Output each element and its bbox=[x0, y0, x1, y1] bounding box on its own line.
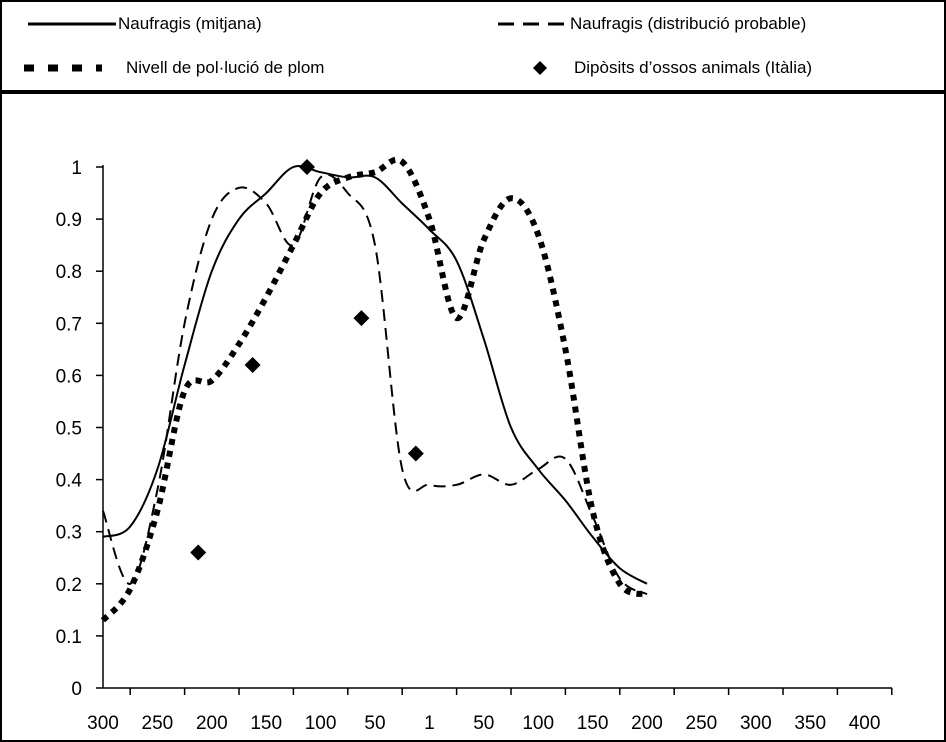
legend: Naufragis (mitjana) Naufragis (distribuc… bbox=[2, 2, 944, 94]
legend-swatch-dashed bbox=[498, 22, 568, 26]
data-point-diamond bbox=[190, 544, 207, 561]
series-layer bbox=[100, 156, 649, 623]
data-point-diamond bbox=[407, 445, 424, 462]
x-tick-label: 350 bbox=[794, 713, 826, 734]
x-tick-label: 50 bbox=[473, 713, 494, 734]
x-tick-label: 250 bbox=[686, 713, 718, 734]
x-tick-label: 200 bbox=[631, 713, 663, 734]
legend-swatch-solid bbox=[28, 22, 116, 26]
y-tick-label: 0.1 bbox=[56, 627, 82, 648]
y-tick-label: 0.9 bbox=[56, 210, 82, 231]
legend-label-ossos: Dipòsits d’ossos animals (Itàlia) bbox=[574, 58, 813, 77]
legend-item-plom: Nivell de pol·lució de plom bbox=[22, 54, 324, 82]
y-tick-label: 0.2 bbox=[56, 575, 82, 596]
legend-item-mitjana: Naufragis (mitjana) bbox=[26, 10, 262, 38]
data-point-diamond bbox=[244, 356, 261, 373]
legend-label-plom: Nivell de pol·lució de plom bbox=[126, 58, 325, 77]
x-tick-label: 1 bbox=[424, 713, 435, 734]
y-tick-label: 0.5 bbox=[56, 419, 82, 440]
x-tick-label: 100 bbox=[305, 713, 337, 734]
y-tick-label: 0.3 bbox=[56, 523, 82, 544]
x-tick-label: 400 bbox=[849, 713, 881, 734]
y-tick-label: 0.4 bbox=[56, 471, 83, 492]
y-tick-label: 0.6 bbox=[56, 366, 82, 387]
legend-item-ossos: Dipòsits d’ossos animals (Itàlia) bbox=[530, 54, 812, 82]
y-tick-label: 0 bbox=[71, 679, 82, 700]
data-point-diamond bbox=[299, 159, 315, 175]
x-tick-label: 100 bbox=[522, 713, 554, 734]
data-point-diamond bbox=[353, 310, 370, 327]
series-line-dashed bbox=[102, 173, 648, 596]
x-tick-label: 300 bbox=[740, 713, 772, 734]
x-tick-label: 150 bbox=[250, 713, 282, 734]
x-tick-label: 200 bbox=[196, 713, 228, 734]
legend-label-probable: Naufragis (distribució probable) bbox=[570, 14, 807, 33]
series-line-solid bbox=[102, 165, 648, 585]
legend-swatch-diamond bbox=[533, 61, 547, 75]
legend-item-probable: Naufragis (distribució probable) bbox=[496, 10, 806, 38]
x-tick-label: 250 bbox=[142, 713, 174, 734]
y-tick-label: 1 bbox=[71, 158, 82, 179]
x-tick-label: 50 bbox=[364, 713, 385, 734]
series-line-dotted-thick bbox=[100, 156, 649, 623]
legend-label-mitjana: Naufragis (mitjana) bbox=[118, 14, 262, 33]
x-tick-label: 300 bbox=[87, 713, 119, 734]
y-tick-label: 0.8 bbox=[56, 262, 82, 283]
x-tick-label: 150 bbox=[577, 713, 609, 734]
y-tick-label: 0.7 bbox=[56, 314, 82, 335]
legend-swatch-dotted bbox=[24, 64, 102, 72]
